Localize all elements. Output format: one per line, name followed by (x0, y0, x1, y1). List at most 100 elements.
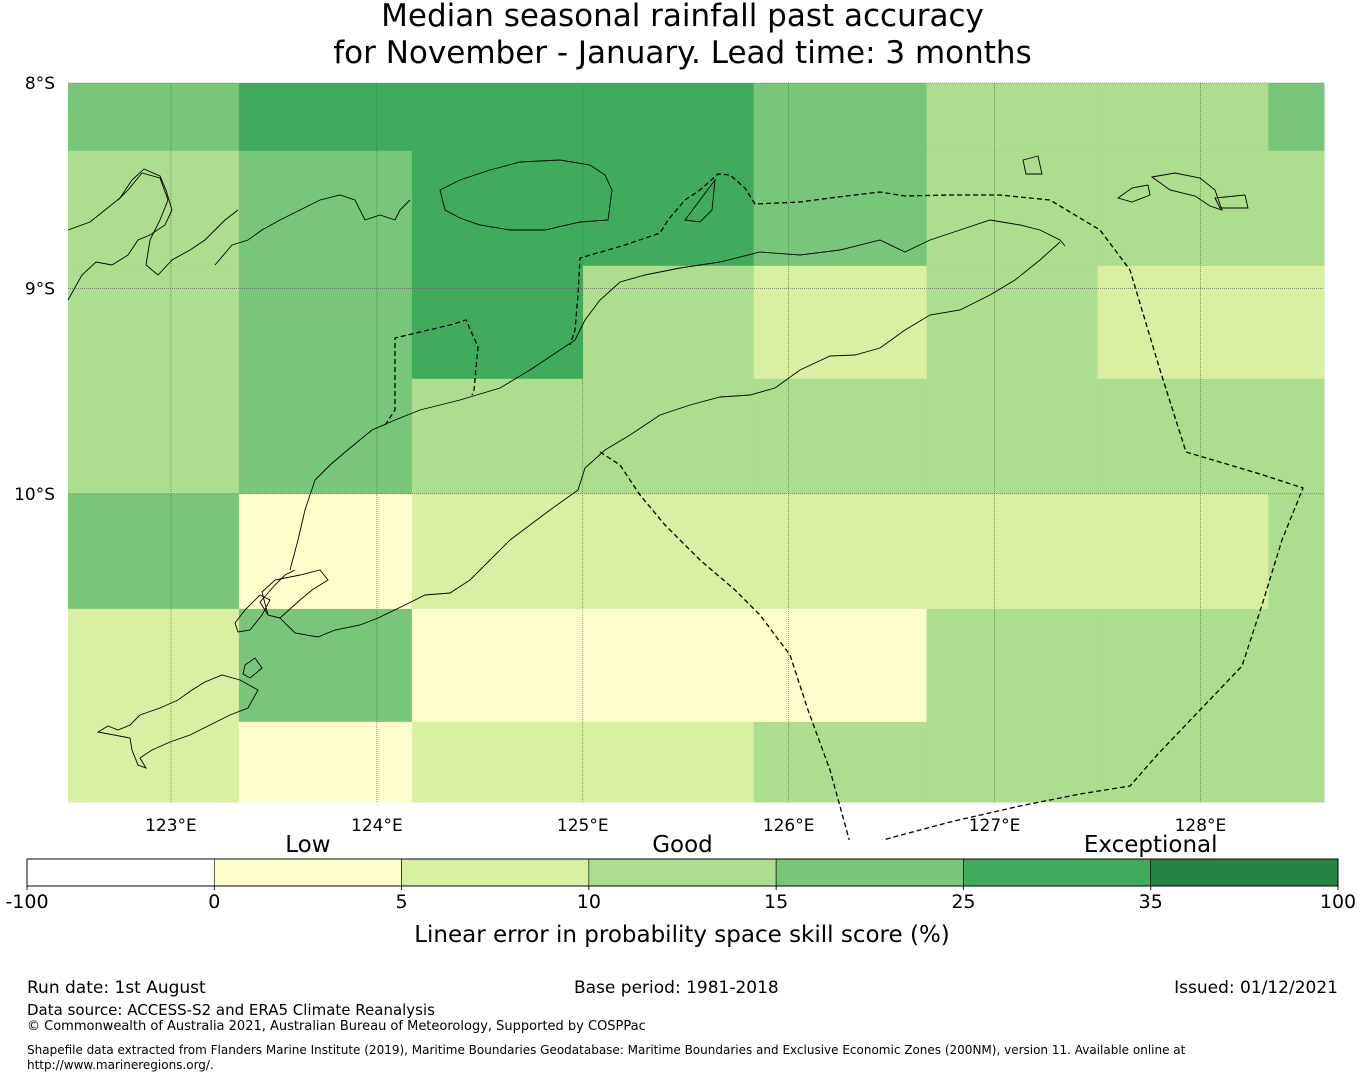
issued-date: Issued: 01/12/2021 (1174, 978, 1338, 998)
skill-cell (582, 150, 755, 267)
legend-color-cell (963, 858, 1152, 887)
coastline-wetar (439, 159, 613, 231)
base-period: Base period: 1981-2018 (574, 978, 779, 998)
legend-color-cell (213, 858, 402, 887)
skill-cell (582, 265, 755, 380)
shapefile-credit-line-1: Shapefile data extracted from Flanders M… (27, 1043, 1186, 1057)
legend-color-cell (26, 858, 215, 887)
skill-cell (68, 150, 240, 267)
skill-cell (1268, 265, 1325, 380)
coastline-sumba-east (96, 674, 259, 769)
skill-cell (238, 83, 413, 152)
coastline-timor-south (259, 241, 1061, 638)
colorbar-label: Linear error in probability space skill … (414, 922, 950, 948)
skill-cell (1268, 608, 1325, 723)
copyright: © Commonwealth of Australia 2021, Austra… (27, 1019, 646, 1034)
skill-cell (238, 608, 413, 723)
legend-color-cells (26, 858, 1339, 887)
skill-cell (753, 378, 928, 495)
lon-tick-label: 125°E (557, 816, 609, 836)
legend-color-cell (1150, 858, 1339, 887)
skill-cell (1268, 83, 1325, 152)
skill-cell (753, 493, 928, 610)
skill-cell (1097, 721, 1269, 803)
skill-cell (753, 608, 928, 723)
skill-cell (411, 493, 584, 610)
skill-cell (1097, 83, 1269, 152)
skill-cell (1268, 378, 1325, 495)
skill-cell (1097, 150, 1269, 267)
skill-cell (411, 83, 584, 152)
legend-descriptor: Low (285, 832, 330, 858)
skill-map: 123°E 124°E 125°E 126°E 127°E 128°E 8°S 9°S 10°S (14, 74, 1325, 840)
lat-tick-label: 9°S (25, 279, 55, 299)
skill-cell (926, 378, 1099, 495)
lon-tick-label: 126°E (763, 816, 815, 836)
legend-descriptors: Low Good Exceptional (285, 832, 1217, 858)
coastline-small-island-3 (1150, 172, 1223, 211)
colorbar-frame (26, 858, 1339, 887)
skill-cell (238, 721, 413, 803)
skill-cell (1268, 493, 1325, 610)
coastline-small-island-2 (1116, 184, 1151, 203)
colorbar-tick-label: 0 (208, 891, 220, 913)
skill-cell (411, 721, 584, 803)
skill-cell (238, 150, 413, 267)
skill-cell (68, 721, 240, 803)
skill-cell (1097, 493, 1269, 610)
coastline-semau (242, 657, 263, 679)
legend-descriptor: Good (652, 832, 713, 858)
map-title-line-2: for November - January. Lead time: 3 mon… (333, 35, 1032, 71)
skill-cell (753, 83, 928, 152)
coastline-timor-north (289, 219, 1066, 571)
map-gridlines (68, 82, 1324, 802)
skill-cell (753, 265, 928, 380)
eez-boundary (384, 173, 1304, 840)
skill-cell (1268, 150, 1325, 267)
skill-cell (411, 150, 584, 267)
data-source: Data source: ACCESS-S2 and ERA5 Climate … (27, 1001, 435, 1019)
legend-descriptor: Exceptional (1084, 832, 1218, 858)
skill-cell (411, 608, 584, 723)
colorbar-tick-label: -100 (5, 891, 48, 913)
map-title-line-1: Median seasonal rainfall past accuracy (381, 0, 984, 34)
skill-cell (238, 493, 413, 610)
skill-cell (582, 608, 755, 723)
run-date: Run date: 1st August (27, 978, 206, 998)
lon-tick-label: 124°E (351, 816, 403, 836)
lat-tick-label: 10°S (14, 485, 55, 505)
skill-cell (238, 378, 413, 495)
coastline-rote (261, 569, 329, 619)
skill-cell (68, 493, 240, 610)
skill-cells (68, 83, 1325, 803)
coastline-alor (214, 194, 411, 266)
colorbar-tick-label: 15 (764, 891, 788, 913)
skill-cell (238, 265, 413, 380)
skill-cell (926, 608, 1099, 723)
skill-cell (582, 83, 755, 152)
skill-cell (68, 378, 240, 495)
eez-timor-leste (569, 173, 1304, 840)
lon-tick-label: 127°E (969, 816, 1021, 836)
lat-tick-label: 8°S (25, 74, 55, 94)
shapefile-credit-line-2: http://www.marineregions.org/. (27, 1058, 214, 1072)
coastline-small-island-1 (1022, 155, 1043, 175)
skill-cell (68, 265, 240, 380)
skill-cell (1097, 265, 1269, 380)
coastlines (67, 155, 1249, 769)
skill-cell (753, 150, 928, 267)
skill-cell (582, 493, 755, 610)
skill-colorbar: Low Good Exceptional -100 0 5 10 15 25 35 100 Lin… (5, 832, 1356, 948)
colorbar-tick-label: 25 (951, 891, 975, 913)
lon-tick-label: 123°E (145, 816, 197, 836)
skill-cell (68, 83, 240, 152)
skill-cell (1097, 378, 1269, 495)
colorbar-tick-label: 100 (1320, 891, 1356, 913)
colorbar-tick-label: 5 (396, 891, 408, 913)
skill-cell (411, 378, 584, 495)
colorbar-tick-label: 10 (577, 891, 601, 913)
coastline-alor-west (117, 172, 239, 276)
coastline-atauro (684, 178, 716, 223)
lon-tick-label: 128°E (1175, 816, 1227, 836)
skill-cell (926, 150, 1099, 267)
